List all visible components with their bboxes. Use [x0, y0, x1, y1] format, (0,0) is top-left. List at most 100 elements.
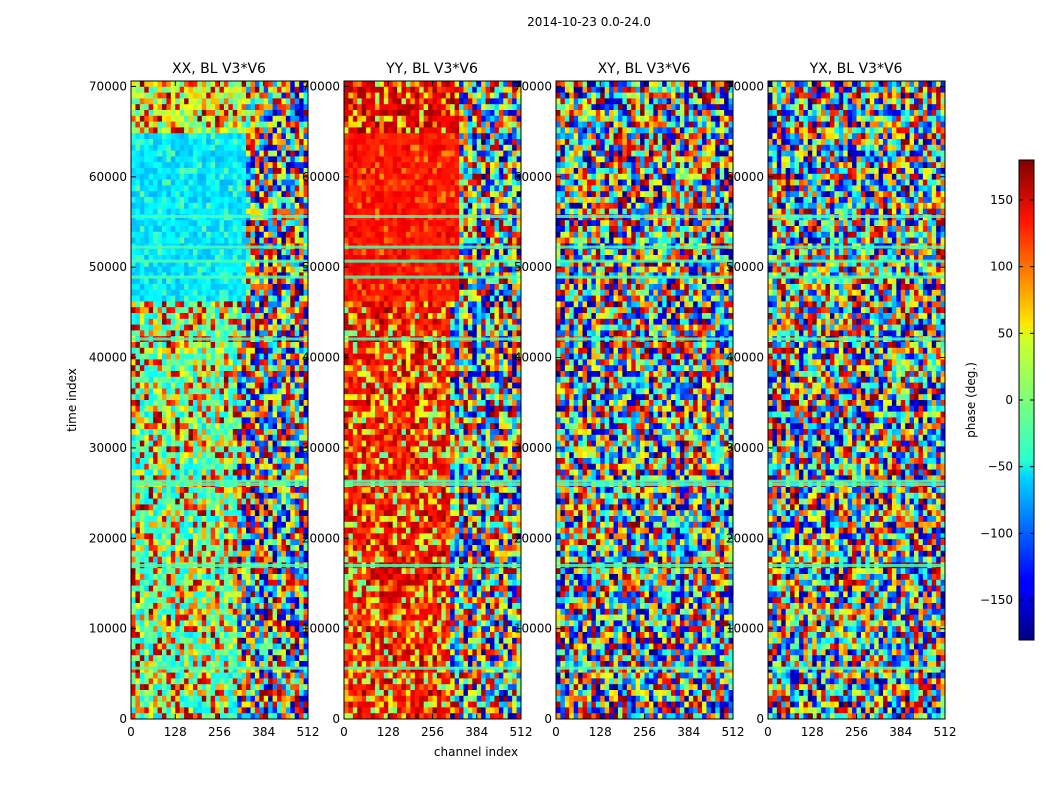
heatmap-cell [237, 464, 242, 470]
heatmap-cell [255, 412, 260, 418]
heatmap-cell [281, 87, 286, 93]
heatmap-cell [135, 510, 140, 516]
heatmap-cell [268, 330, 273, 336]
heatmap-cell [135, 296, 140, 302]
heatmap-cell [277, 545, 282, 551]
heatmap-cell [180, 267, 185, 273]
heatmap-cell [175, 412, 180, 418]
heatmap-cell [264, 609, 269, 615]
heatmap-cell [144, 545, 149, 551]
heatmap-cell [286, 296, 291, 302]
heatmap-cell [197, 156, 202, 162]
heatmap-cell [277, 493, 282, 499]
heatmap-cell [281, 649, 286, 655]
heatmap-cell [371, 139, 376, 145]
heatmap-cell [512, 122, 517, 128]
heatmap-cell [410, 127, 415, 133]
heatmap-cell [153, 127, 158, 133]
heatmap-cell [233, 557, 238, 563]
heatmap-cell [171, 290, 176, 296]
heatmap-cell [281, 580, 286, 586]
heatmap-cell [281, 632, 286, 638]
heatmap-cell [215, 191, 220, 197]
heatmap-cell [290, 377, 295, 383]
heatmap-cell [268, 603, 273, 609]
heatmap-cell [290, 568, 295, 574]
heatmap-cell [144, 713, 149, 719]
heatmap-cell [233, 713, 238, 719]
heatmap-cell [215, 464, 220, 470]
heatmap-cell [220, 632, 225, 638]
heatmap-cell [220, 191, 225, 197]
heatmap-cell [264, 441, 269, 447]
heatmap-cell [140, 470, 145, 476]
heatmap-cell [250, 330, 255, 336]
heatmap-cell [410, 116, 415, 122]
heatmap-cell [166, 615, 171, 621]
heatmap-cell [206, 319, 211, 325]
heatmap-cell [193, 487, 198, 493]
heatmap-cell [490, 151, 495, 157]
heatmap-cell [135, 464, 140, 470]
heatmap-cell [175, 661, 180, 667]
heatmap-cell [171, 632, 176, 638]
heatmap-cell [295, 429, 300, 435]
heatmap-cell [197, 365, 202, 371]
heatmap-cell [290, 174, 295, 180]
heatmap-cell [250, 354, 255, 360]
heatmap-cell [259, 110, 264, 116]
heatmap-cell [189, 429, 194, 435]
heatmap-cell [180, 684, 185, 690]
heatmap-cell [246, 388, 251, 394]
heatmap-cell [153, 156, 158, 162]
heatmap-cell [189, 180, 194, 186]
heatmap-cell [255, 702, 260, 708]
heatmap-cell [162, 638, 167, 644]
heatmap-cell [184, 620, 189, 626]
heatmap-cell [255, 307, 260, 313]
heatmap-cell [149, 174, 154, 180]
heatmap-cell [428, 104, 433, 110]
heatmap-cell [299, 615, 304, 621]
heatmap-cell [220, 441, 225, 447]
heatmap-cell [180, 655, 185, 661]
heatmap-cell [180, 226, 185, 232]
heatmap-cell [228, 278, 233, 284]
heatmap-cell [202, 533, 207, 539]
heatmap-cell [499, 127, 504, 133]
heatmap-cell [131, 394, 136, 400]
heatmap-cell [153, 348, 158, 354]
heatmap-cell [140, 145, 145, 151]
heatmap-cell [184, 354, 189, 360]
heatmap-cell [224, 93, 229, 99]
heatmap-cell [215, 220, 220, 226]
heatmap-cell [149, 267, 154, 273]
heatmap-cell [264, 319, 269, 325]
heatmap-cell [197, 267, 202, 273]
heatmap-cell [246, 493, 251, 499]
heatmap-cell [131, 139, 136, 145]
heatmap-cell [233, 707, 238, 713]
heatmap-cell [268, 441, 273, 447]
heatmap-cell [295, 156, 300, 162]
heatmap-cell [255, 539, 260, 545]
heatmap-cell [233, 597, 238, 603]
heatmap-cell [250, 319, 255, 325]
heatmap-cell [144, 162, 149, 168]
heatmap-cell [206, 330, 211, 336]
heatmap-cell [153, 249, 158, 255]
heatmap-cell [189, 388, 194, 394]
heatmap-cell [250, 545, 255, 551]
heatmap-cell [197, 417, 202, 423]
heatmap-cell [220, 574, 225, 580]
heatmap-cell [237, 574, 242, 580]
heatmap-cell [153, 522, 158, 528]
heatmap-cell [206, 116, 211, 122]
heatmap-cell [202, 644, 207, 650]
heatmap-cell [202, 464, 207, 470]
heatmap-cell [158, 400, 163, 406]
heatmap-cell [131, 597, 136, 603]
heatmap-cell [441, 127, 446, 133]
heatmap-cell [299, 493, 304, 499]
heatmap-cell [193, 406, 198, 412]
